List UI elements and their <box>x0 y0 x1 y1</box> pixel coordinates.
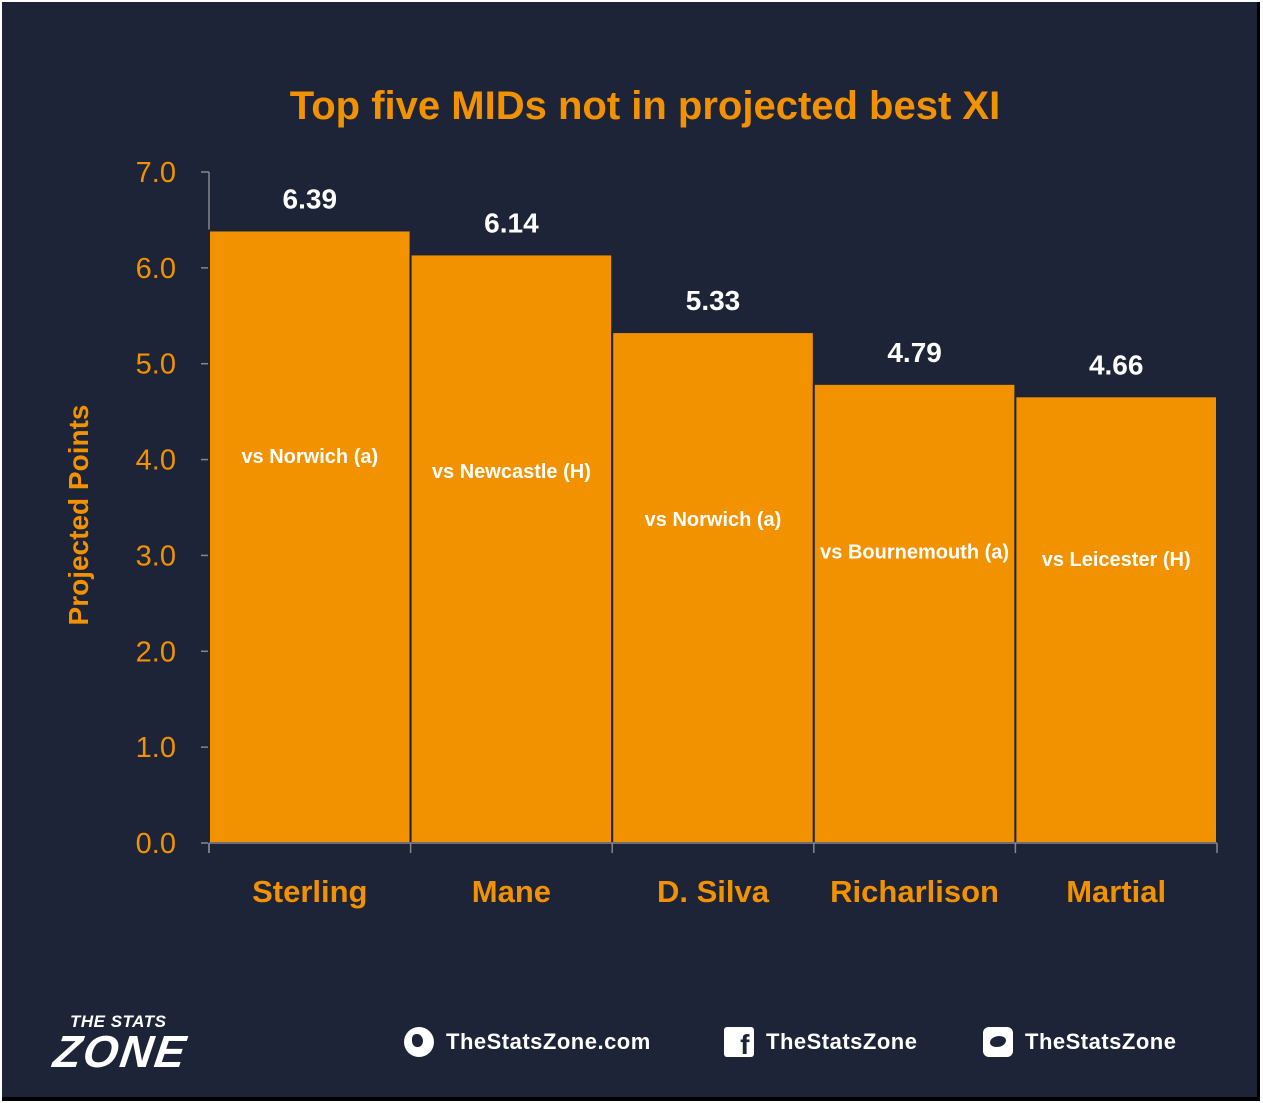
bar-value-label: 4.79 <box>887 337 942 368</box>
x-tick-label: Richarlison <box>830 874 999 909</box>
y-tick-label: 7.0 <box>136 157 176 189</box>
y-tick-label: 4.0 <box>136 445 176 477</box>
bar <box>611 331 815 844</box>
y-tick-label: 6.0 <box>136 253 176 285</box>
y-tick-label: 0.0 <box>136 828 176 860</box>
bar-annotation: vs Bournemouth (a) <box>820 541 1009 563</box>
y-tick-label: 1.0 <box>136 732 176 764</box>
bar-value-label: 6.39 <box>283 183 338 214</box>
y-tick-label: 5.0 <box>136 349 176 381</box>
x-tick-label: Mane <box>472 874 551 909</box>
bar <box>409 253 614 845</box>
y-axis: 0.0 1.0 2.0 3.0 4.0 5.0 6.0 7.0 <box>136 157 210 860</box>
chart-title: Top five MIDs not in projected best XI <box>289 84 1001 128</box>
x-tick-label: Martial <box>1066 874 1166 909</box>
y-tick-label: 2.0 <box>136 636 176 668</box>
bar <box>1014 395 1219 844</box>
bar-annotation: vs Norwich (a) <box>645 509 782 531</box>
x-axis: Sterling Mane D. Silva Richarlison Martial <box>208 842 1218 909</box>
bar-annotation: vs Newcastle (H) <box>432 461 591 483</box>
bar-annotation: vs Leicester (H) <box>1042 549 1191 571</box>
bar-annotation: vs Norwich (a) <box>241 446 378 468</box>
bar-value-label: 4.66 <box>1089 349 1144 380</box>
bar <box>812 382 1017 844</box>
x-tick-label: D. Silva <box>657 874 770 909</box>
y-axis-label: Projected Points <box>63 405 94 626</box>
bars: 6.39 vs Norwich (a) 6.14 vs Newcastle (H) 5.… <box>208 183 1219 845</box>
x-tick-label: Sterling <box>252 874 367 909</box>
bar-value-label: 6.14 <box>484 207 539 238</box>
bar <box>208 229 412 845</box>
y-tick-label: 3.0 <box>136 540 176 572</box>
bar-value-label: 5.33 <box>686 285 741 316</box>
